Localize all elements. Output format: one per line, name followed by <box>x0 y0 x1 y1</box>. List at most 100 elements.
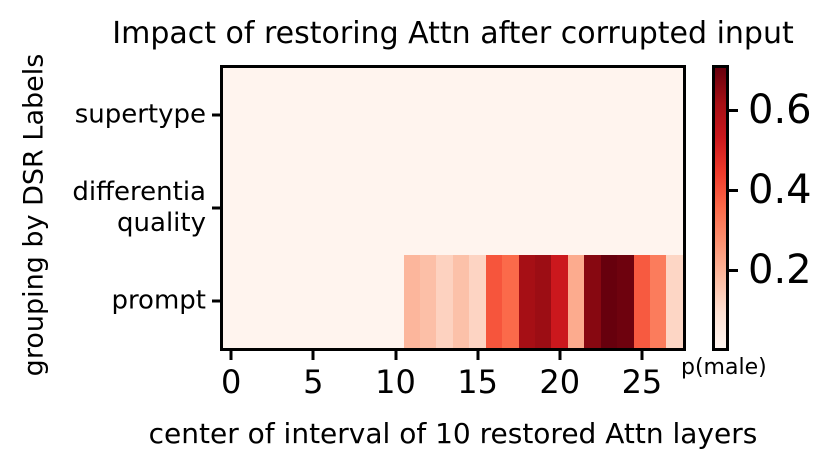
heatmap-cell <box>567 254 585 348</box>
heatmap-cell <box>633 68 650 162</box>
heatmap-cell <box>485 254 503 348</box>
heatmap-cell <box>239 161 256 255</box>
heatmap-cell <box>288 254 306 348</box>
heatmap-cell <box>633 254 650 348</box>
colorbar-tick-mark <box>729 108 738 112</box>
heatmap-cell <box>649 254 667 348</box>
heatmap-cell <box>617 68 634 162</box>
heatmap-cell <box>617 161 634 255</box>
heatmap-cell <box>485 68 503 162</box>
heatmap-cell <box>600 68 618 162</box>
colorbar-tick-label: 0.6 <box>748 87 812 133</box>
heatmap-cell <box>436 254 453 348</box>
heatmap-cell <box>469 254 486 348</box>
heatmap-cell <box>666 254 683 348</box>
heatmap-cell <box>370 254 388 348</box>
heatmap-cell <box>436 68 453 162</box>
colorbar-tick-label: 0.2 <box>748 247 812 293</box>
x-tick-mark <box>640 349 644 360</box>
heatmap-cell <box>584 161 601 255</box>
heatmap-cell <box>223 254 240 348</box>
heatmap-cell <box>567 68 585 162</box>
heatmap-cell <box>600 161 618 255</box>
colorbar-title: p(male) <box>681 355 767 380</box>
heatmap-cell <box>649 161 667 255</box>
heatmap-cell <box>354 161 371 255</box>
heatmap-cell <box>272 254 289 348</box>
heatmap-cell <box>337 254 355 348</box>
heatmap-cell <box>354 254 371 348</box>
heatmap-cell <box>272 161 289 255</box>
heatmap-cell <box>617 254 634 348</box>
heatmap-cell <box>633 161 650 255</box>
x-tick-mark <box>558 349 562 360</box>
heatmap-cell <box>354 68 371 162</box>
heatmap-cell <box>239 254 256 348</box>
heatmap-cell <box>255 68 273 162</box>
heatmap-cell <box>403 254 421 348</box>
heatmap-cell <box>666 68 683 162</box>
heatmap-cell <box>321 254 338 348</box>
x-tick-label: 20 <box>539 363 581 401</box>
heatmap-cell <box>305 161 322 255</box>
heatmap-cell <box>403 68 421 162</box>
heatmap-cell <box>223 68 240 162</box>
heatmap-cell <box>567 161 585 255</box>
heatmap-cell <box>420 161 437 255</box>
chart-title: Impact of restoring Attn after corrupted… <box>112 16 794 51</box>
heatmap-row <box>223 68 683 162</box>
heatmap-cell <box>436 161 453 255</box>
heatmap-cell <box>600 254 618 348</box>
heatmap-cell <box>452 68 470 162</box>
heatmap-cell <box>255 161 273 255</box>
heatmap-cell <box>403 161 421 255</box>
heatmap-cell <box>452 161 470 255</box>
heatmap-cell <box>387 161 404 255</box>
heatmap-cell <box>469 68 486 162</box>
x-tick-label: 0 <box>221 363 242 401</box>
y-tick-mark <box>212 113 221 117</box>
heatmap-cell <box>518 161 536 255</box>
y-tick-label: differentia quality <box>72 176 206 238</box>
heatmap-cell <box>239 68 256 162</box>
heatmap-cell <box>518 68 536 162</box>
heatmap-cell <box>370 68 388 162</box>
heatmap-cell <box>305 68 322 162</box>
y-tick-mark <box>212 206 221 210</box>
heatmap-cell <box>535 68 552 162</box>
x-tick-label: 25 <box>621 363 663 401</box>
x-tick-mark <box>476 349 480 360</box>
heatmap-cell <box>502 254 519 348</box>
heatmap-cell <box>551 68 568 162</box>
heatmap-row <box>223 254 683 348</box>
heatmap-cell <box>288 68 306 162</box>
y-tick-label: prompt <box>111 285 206 316</box>
colorbar <box>712 65 729 351</box>
x-tick-label: 15 <box>457 363 498 401</box>
x-tick-label: 5 <box>303 363 324 401</box>
colorbar-tick-mark <box>729 268 738 272</box>
heatmap-cell <box>649 68 667 162</box>
heatmap-cell <box>321 161 338 255</box>
heatmap-cell <box>535 161 552 255</box>
heatmap-cell <box>223 161 240 255</box>
x-axis-label: center of interval of 10 restored Attn l… <box>148 417 758 450</box>
heatmap-cell <box>584 68 601 162</box>
heatmap-cell <box>321 68 338 162</box>
heatmap-cell <box>305 254 322 348</box>
heatmap-cell <box>551 161 568 255</box>
heatmap-row <box>223 161 683 255</box>
x-tick-label: 10 <box>375 363 416 401</box>
heatmap-cell <box>666 161 683 255</box>
heatmap-cell <box>370 161 388 255</box>
heatmap-cell <box>288 161 306 255</box>
y-tick-mark <box>212 299 221 303</box>
heatmap-cell <box>387 68 404 162</box>
colorbar-tick-mark <box>729 188 738 192</box>
heatmap-cell <box>485 161 503 255</box>
y-tick-label: supertype <box>74 99 206 130</box>
x-tick-mark <box>311 349 315 360</box>
heatmap-cell <box>469 161 486 255</box>
heatmap-cell <box>255 254 273 348</box>
